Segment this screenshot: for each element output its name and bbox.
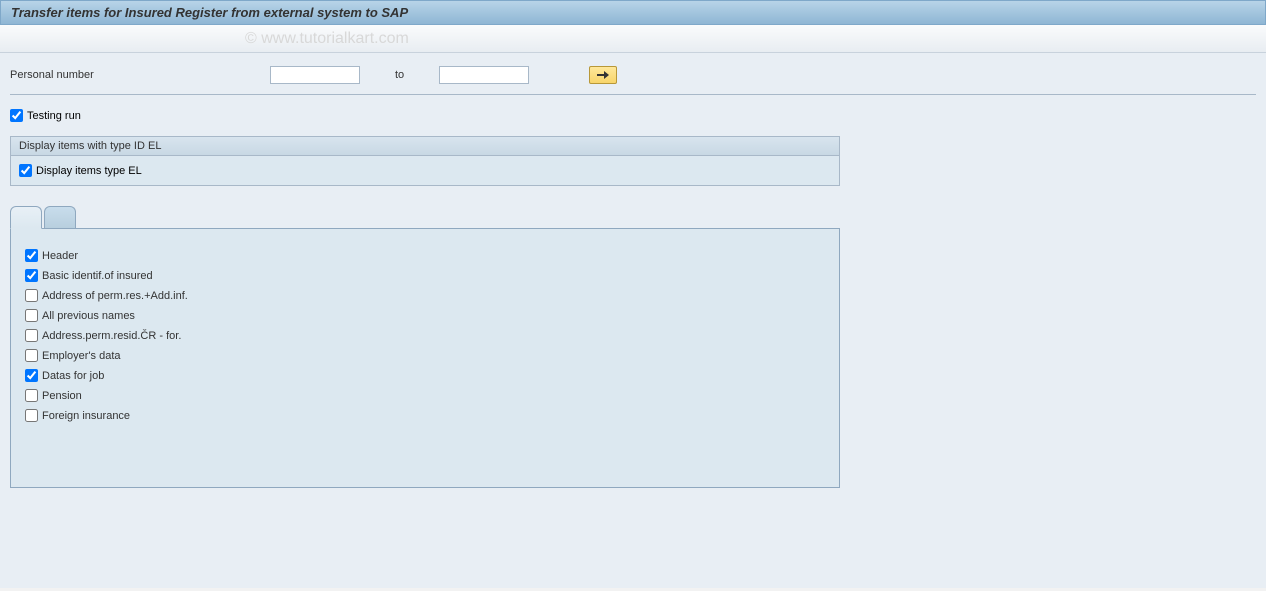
checklist-checkbox[interactable]: [25, 309, 38, 322]
checklist-label: Header: [42, 250, 78, 262]
checklist-checkbox[interactable]: [25, 329, 38, 342]
tab-2[interactable]: [44, 206, 76, 228]
checklist-label: Foreign insurance: [42, 410, 130, 422]
checklist-row: Basic identif.of insured: [25, 267, 825, 284]
checklist-checkbox[interactable]: [25, 409, 38, 422]
checklist: Header Basic identif.of insured Address of…: [25, 247, 825, 424]
checklist-label: Employer's data: [42, 350, 121, 362]
personal-number-from-input[interactable]: [270, 66, 360, 84]
window-title: Transfer items for Insured Register from…: [11, 5, 408, 20]
group-content: Display items type EL: [11, 156, 839, 185]
personal-number-label: Personal number: [10, 69, 270, 81]
checklist-label: Address.perm.resid.ČR - for.: [42, 330, 181, 342]
checklist-row: Foreign insurance: [25, 407, 825, 424]
selection-row: Personal number to: [10, 61, 1256, 95]
checklist-label: Basic identif.of insured: [42, 270, 153, 282]
tabstrip: [10, 206, 840, 228]
checklist-checkbox[interactable]: [25, 269, 38, 282]
checklist-checkbox[interactable]: [25, 249, 38, 262]
multiple-selection-button[interactable]: [589, 66, 617, 84]
checklist-checkbox[interactable]: [25, 389, 38, 402]
checklist-row: Address.perm.resid.ČR - for.: [25, 327, 825, 344]
display-items-el-row: Display items type EL: [19, 162, 831, 179]
to-label: to: [395, 69, 404, 81]
checklist-checkbox[interactable]: [25, 349, 38, 362]
content-area: Personal number to Testing run Display i…: [0, 53, 1266, 588]
checklist-row: All previous names: [25, 307, 825, 324]
arrow-right-icon: [597, 70, 609, 80]
checklist-row: Pension: [25, 387, 825, 404]
checklist-label: Address of perm.res.+Add.inf.: [42, 290, 188, 302]
tabs-container: Header Basic identif.of insured Address of…: [10, 206, 840, 488]
group-header: Display items with type ID EL: [11, 137, 839, 156]
display-items-el-checkbox[interactable]: [19, 164, 32, 177]
checklist-label: All previous names: [42, 310, 135, 322]
checklist-label: Pension: [42, 390, 82, 402]
toolbar: © www.tutorialkart.com: [0, 25, 1266, 53]
window-title-bar: Transfer items for Insured Register from…: [0, 0, 1266, 25]
tab-1[interactable]: [10, 206, 42, 229]
checklist-checkbox[interactable]: [25, 369, 38, 382]
checklist-row: Header: [25, 247, 825, 264]
personal-number-to-input[interactable]: [439, 66, 529, 84]
display-items-el-label: Display items type EL: [36, 165, 142, 177]
testing-run-checkbox[interactable]: [10, 109, 23, 122]
tab-panel: Header Basic identif.of insured Address of…: [10, 228, 840, 488]
checklist-row: Datas for job: [25, 367, 825, 384]
watermark-text: © www.tutorialkart.com: [245, 30, 409, 48]
checklist-row: Address of perm.res.+Add.inf.: [25, 287, 825, 304]
testing-run-label: Testing run: [27, 110, 81, 122]
checklist-row: Employer's data: [25, 347, 825, 364]
checklist-label: Datas for job: [42, 370, 104, 382]
display-items-group: Display items with type ID EL Display it…: [10, 136, 840, 186]
testing-run-row: Testing run: [10, 107, 1256, 124]
checklist-checkbox[interactable]: [25, 289, 38, 302]
